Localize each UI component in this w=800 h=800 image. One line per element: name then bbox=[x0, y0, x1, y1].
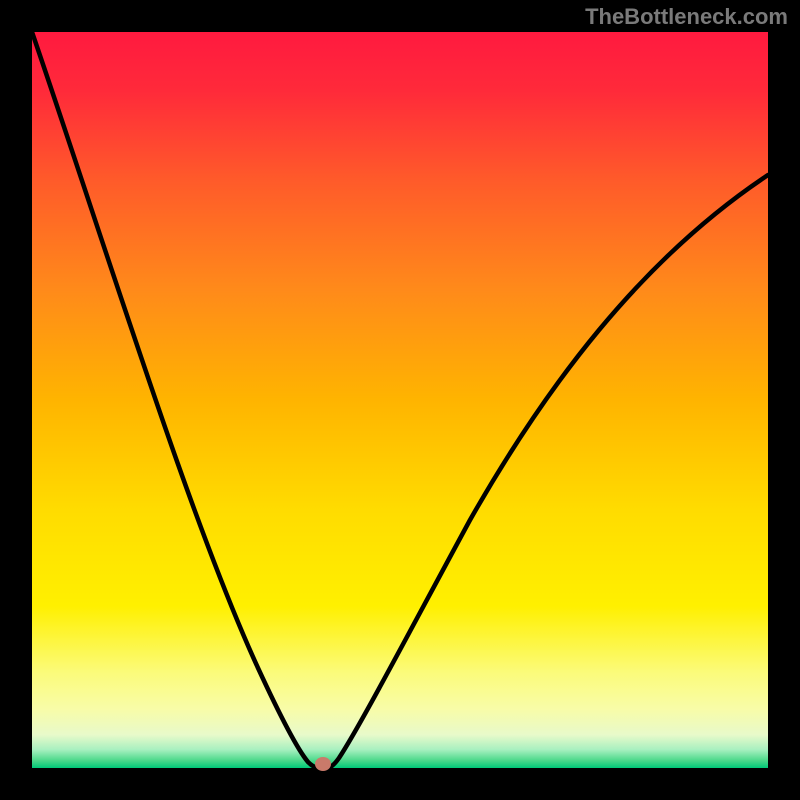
chart-container: TheBottleneck.com bbox=[0, 0, 800, 800]
minimum-marker bbox=[315, 757, 331, 771]
watermark-text: TheBottleneck.com bbox=[585, 4, 788, 30]
plot-background bbox=[32, 32, 768, 768]
bottleneck-chart bbox=[0, 0, 800, 800]
